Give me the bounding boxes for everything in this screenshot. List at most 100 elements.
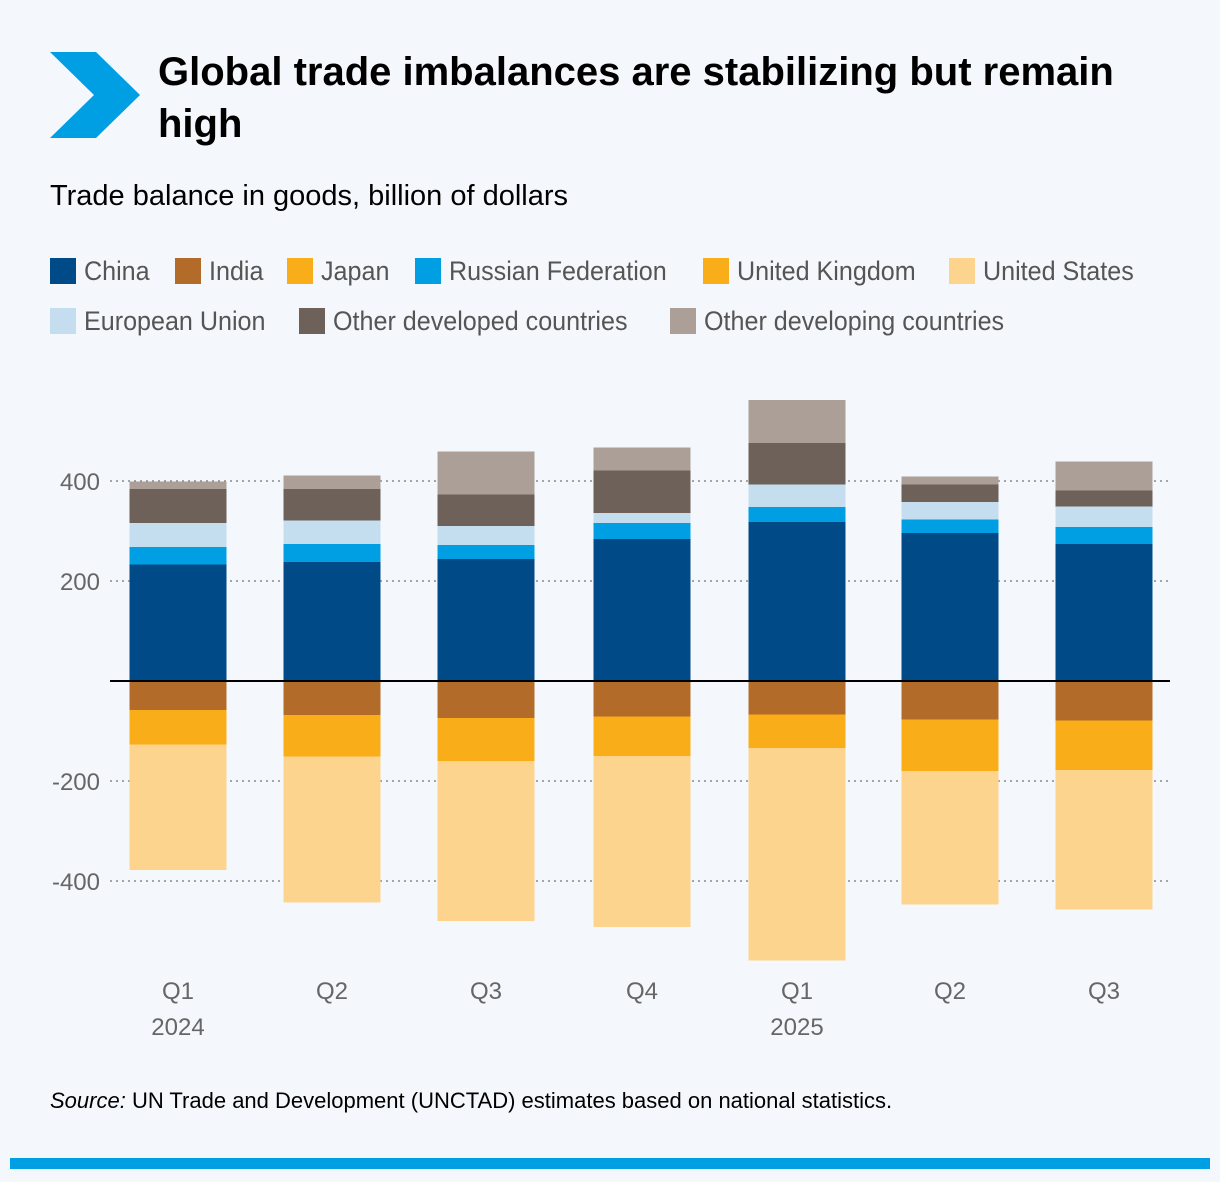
bar-segment bbox=[1055, 720, 1153, 770]
bar-segment bbox=[748, 714, 846, 748]
bar-segment bbox=[748, 443, 846, 485]
legend-swatch bbox=[948, 258, 975, 284]
bar-segment bbox=[901, 476, 999, 485]
legend-item: United States bbox=[948, 255, 1145, 286]
legend-swatch bbox=[702, 258, 729, 284]
legend-row: China India Japan Russian Federation United … bbox=[50, 256, 1190, 286]
legend-swatch bbox=[669, 308, 696, 334]
axis: 400 200 -200 -400 Q1 2024 Q2 Q3 Q4 Q1 2025 Q2 Q3 bbox=[52, 469, 1170, 1041]
bar-segment bbox=[129, 744, 227, 870]
bar-segment bbox=[1055, 544, 1153, 681]
bar-segment bbox=[437, 451, 535, 495]
bar-segment bbox=[901, 519, 999, 533]
legend-label: China bbox=[84, 255, 150, 286]
bar-segment bbox=[593, 681, 691, 717]
bars bbox=[129, 400, 1153, 961]
bar-segment bbox=[1055, 490, 1153, 507]
x-tick-label: Q3 bbox=[1088, 978, 1120, 1005]
legend-label: Other developing countries bbox=[703, 305, 1004, 336]
bar-segment bbox=[593, 539, 691, 681]
legend-item: India bbox=[174, 255, 268, 286]
source-note: Source: UN Trade and Development (UNCTAD… bbox=[50, 1088, 892, 1114]
bar-segment bbox=[901, 533, 999, 681]
bar-segment bbox=[283, 520, 381, 544]
source-prefix: Source: bbox=[50, 1088, 126, 1113]
bar-segment bbox=[1055, 681, 1153, 721]
bar-segment bbox=[593, 470, 691, 513]
bar-segment bbox=[748, 507, 846, 522]
y-tick-label: 200 bbox=[60, 569, 100, 596]
bar-segment bbox=[1055, 506, 1153, 527]
legend-item: European Union bbox=[50, 306, 279, 336]
legend-label: United States bbox=[982, 255, 1134, 286]
legend-item: Other developed countries bbox=[299, 306, 650, 336]
bar-segment bbox=[593, 756, 691, 927]
bar-segment bbox=[437, 545, 535, 559]
bar-segment bbox=[593, 447, 691, 471]
stacked-bar-chart: 400 200 -200 -400 Q1 2024 Q2 Q3 Q4 Q1 2025 Q2 Q3 bbox=[52, 400, 1170, 1041]
source-text: UN Trade and Development (UNCTAD) estima… bbox=[125, 1088, 893, 1113]
bar-segment bbox=[129, 547, 227, 565]
x-tick-label: Q4 bbox=[626, 978, 658, 1005]
legend-item: Other developing countries bbox=[669, 305, 1027, 336]
bar-segment bbox=[129, 523, 227, 547]
chart-title: Global trade imbalances are stabilizing … bbox=[158, 50, 1114, 146]
bar-segment bbox=[129, 489, 227, 523]
bar-segment bbox=[437, 526, 535, 545]
x-tick-label: Q1 bbox=[162, 978, 194, 1005]
y-tick-label: 400 bbox=[60, 469, 100, 496]
bar-segment bbox=[748, 484, 846, 507]
bar-segment bbox=[437, 559, 535, 681]
bar-segment bbox=[437, 494, 535, 526]
bar-segment bbox=[283, 544, 381, 562]
bar-segment bbox=[283, 489, 381, 521]
bar-segment bbox=[748, 748, 846, 961]
legend-item: Japan bbox=[287, 256, 395, 286]
x-tick-label: Q1 bbox=[781, 978, 813, 1005]
chart-subtitle: Trade balance in goods, billion of dolla… bbox=[50, 180, 569, 212]
y-tick-label: -400 bbox=[52, 869, 100, 896]
bar-segment bbox=[129, 564, 227, 681]
bar-segment bbox=[901, 771, 999, 905]
legend-item: Russian Federation bbox=[414, 255, 683, 286]
bar-segment bbox=[283, 475, 381, 489]
bar-segment bbox=[437, 681, 535, 718]
legend-row: European Union Other developed countries O… bbox=[50, 306, 1190, 336]
bar-segment bbox=[593, 523, 691, 539]
bottom-rule bbox=[10, 1158, 1210, 1169]
legend-label: Japan bbox=[321, 255, 390, 286]
bar-segment bbox=[748, 681, 846, 715]
x-tick-label: Q2 bbox=[316, 978, 348, 1005]
bar-segment bbox=[129, 681, 227, 710]
bar-segment bbox=[129, 481, 227, 489]
x-tick-label: Q3 bbox=[470, 978, 502, 1005]
legend-label: India bbox=[208, 255, 264, 286]
legend-label: United Kingdom bbox=[736, 255, 916, 286]
legend-label: Other developed countries bbox=[333, 305, 628, 336]
chevron-logo-icon bbox=[50, 52, 140, 138]
bar-segment bbox=[901, 484, 999, 502]
bar-segment bbox=[283, 756, 381, 903]
bar-segment bbox=[748, 522, 846, 681]
bar-segment bbox=[437, 761, 535, 921]
legend-swatch bbox=[50, 308, 76, 334]
legend-item: United Kingdom bbox=[702, 255, 929, 286]
bar-segment bbox=[1055, 461, 1153, 491]
bar-segment bbox=[283, 715, 381, 757]
legend-swatch bbox=[50, 258, 76, 284]
legend: China India Japan Russian Federation United … bbox=[50, 256, 1190, 356]
legend-swatch bbox=[174, 258, 201, 284]
x-year-label: 2025 bbox=[770, 1014, 823, 1041]
legend-item: China bbox=[50, 256, 155, 286]
bar-segment bbox=[437, 718, 535, 761]
legend-label: European Union bbox=[84, 305, 266, 336]
legend-label: Russian Federation bbox=[448, 255, 667, 286]
bar-segment bbox=[129, 710, 227, 745]
bar-segment bbox=[748, 400, 846, 443]
bar-segment bbox=[901, 719, 999, 771]
bar-segment bbox=[283, 562, 381, 681]
legend-swatch bbox=[299, 308, 326, 334]
bar-segment bbox=[901, 681, 999, 720]
legend-swatch bbox=[414, 258, 441, 284]
bar-segment bbox=[901, 502, 999, 520]
